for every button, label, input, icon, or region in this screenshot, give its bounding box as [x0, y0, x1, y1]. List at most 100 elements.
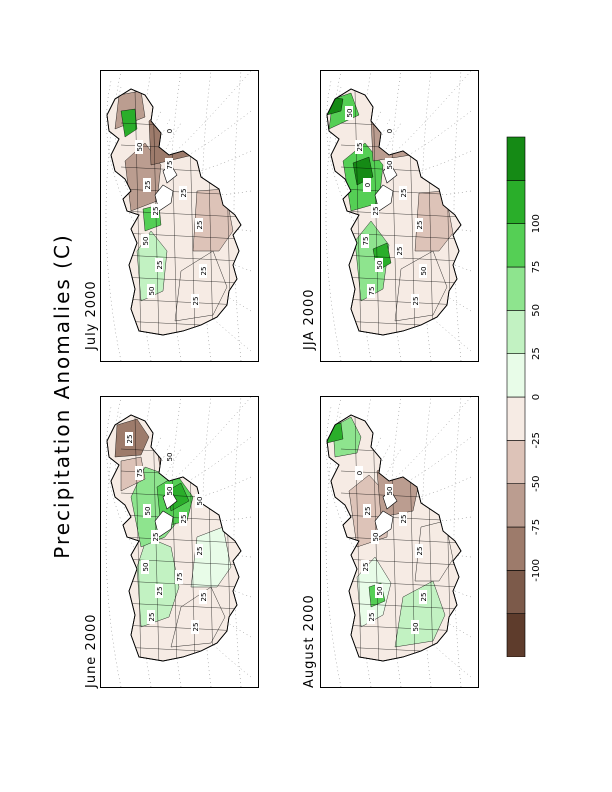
panel-label-jja: JJA 2000: [302, 288, 317, 350]
contour-label-bg: [143, 504, 151, 518]
contour-label-bg: [165, 124, 173, 138]
contour-label-bg: [199, 264, 207, 278]
contour-label: 25: [356, 143, 364, 152]
boundary-line: [120, 276, 241, 284]
contour-label-bg: [191, 294, 199, 308]
contour-label: 50: [386, 161, 394, 170]
contour-label: 25: [180, 189, 188, 198]
boundary-line: [120, 298, 241, 306]
graticule-line: [162, 71, 252, 160]
map-panel-june: 25 25 50 25 50 50 25 75 25 25 25 50 25 75 50: [100, 396, 259, 688]
contour-label-bg: [419, 590, 427, 604]
contour-label-bg: [367, 284, 375, 298]
contour-label: 25: [362, 563, 370, 572]
colorbar-swatch: [506, 353, 526, 398]
contour-label-bg: [199, 590, 207, 604]
graticule-line: [233, 71, 242, 361]
contour-label-bg: [385, 484, 393, 498]
coastline: [326, 414, 462, 662]
contour-label-bg: [125, 432, 133, 446]
colorbar-swatch: [506, 613, 526, 657]
contour-label: 50: [166, 487, 174, 496]
contour-label-bg: [367, 610, 375, 624]
contour-label-bg: [143, 178, 151, 192]
contour-label-bg: [135, 140, 143, 154]
boundary-line: [340, 298, 461, 306]
contour-label-bg: [179, 186, 187, 200]
boundary-line: [340, 624, 461, 632]
contour-label-bg: [363, 504, 371, 518]
contour-label-bg: [179, 512, 187, 526]
map-jja: 75 50 75 25 0 50 25 25 25 50 25 0 50 25: [325, 71, 472, 361]
contour-label-bg: [165, 484, 173, 498]
panel-label-june: June 2000: [84, 613, 99, 688]
colorbar-swatch: [506, 310, 526, 354]
contour-label: 50: [372, 533, 380, 542]
graticule-line: [421, 397, 432, 687]
coastline: [106, 88, 242, 336]
contour-label-bg: [151, 530, 159, 544]
contour-label-bg: [195, 218, 203, 232]
figure-title: Precipitation Anomalies (C): [50, 233, 74, 559]
contour-label-bg: [375, 258, 383, 272]
boundary-line: [120, 536, 241, 544]
contour-label: 50: [386, 487, 394, 496]
contour-label: 25: [368, 613, 376, 622]
contour-label: 25: [372, 207, 380, 216]
contour-label: 50: [142, 237, 150, 246]
boundary-line: [340, 210, 461, 218]
contour-label-bg: [399, 186, 407, 200]
contour-label-bg: [395, 244, 403, 258]
contour-label: 25: [196, 547, 204, 556]
graticule-line: [382, 71, 472, 160]
colorbar-tick-label: -75: [531, 519, 542, 535]
contour-label-bg: [411, 620, 419, 634]
contour-label: 25: [180, 515, 188, 524]
coastline: [106, 414, 242, 662]
contour-label: 25: [400, 515, 408, 524]
contour-label-bg: [399, 512, 407, 526]
contour-label-bg: [419, 264, 427, 278]
colorbar-tick-label: -100: [531, 559, 542, 582]
contour-label: 25: [156, 587, 164, 596]
contour-label-bg: [345, 106, 353, 120]
contour-label-bg: [155, 584, 163, 598]
contour-label: 25: [412, 297, 420, 306]
contour-label-bg: [195, 494, 203, 508]
contour-label-bg: [135, 466, 143, 480]
colorbar-tick-label: 0: [531, 394, 542, 400]
boundary-line: [120, 254, 241, 262]
boundary-line: [120, 602, 241, 610]
boundary-line: [340, 276, 461, 284]
colorbar-swatch: [506, 440, 526, 484]
contour-label: 75: [166, 161, 174, 170]
contour-label: 0: [364, 183, 372, 187]
contour-label: 25: [152, 207, 160, 216]
map-august: 25 50 25 50 25 50 25 0 25 25 50: [325, 397, 472, 687]
contour-label-bg: [375, 584, 383, 598]
panel-label-july: July 2000: [84, 280, 99, 350]
contour-label-bg: [371, 530, 379, 544]
contour-label: 75: [176, 573, 184, 582]
contour-label: 25: [416, 221, 424, 230]
graticule-line: [201, 71, 212, 361]
boundary-line: [120, 210, 241, 218]
colorbar-swatch: [506, 526, 526, 571]
contour-label-bg: [165, 450, 173, 464]
contour-label: 25: [192, 297, 200, 306]
contour-label: 50: [144, 507, 152, 516]
contour-label: 25: [152, 533, 160, 542]
contour-label-bg: [363, 178, 371, 192]
graticule-line: [382, 397, 472, 486]
contour-label-bg: [165, 158, 173, 172]
contour-label: 50: [142, 563, 150, 572]
colorbar-swatch: [506, 483, 526, 528]
contour-label-bg: [147, 284, 155, 298]
contour-label-bg: [141, 560, 149, 574]
colorbar-swatch: [506, 570, 526, 614]
coastline: [326, 88, 462, 336]
contour-label: 50: [136, 143, 144, 152]
contour-label-bg: [355, 140, 363, 154]
colorbar-tick-label: -50: [531, 475, 542, 491]
contour-label: 75: [368, 287, 376, 296]
